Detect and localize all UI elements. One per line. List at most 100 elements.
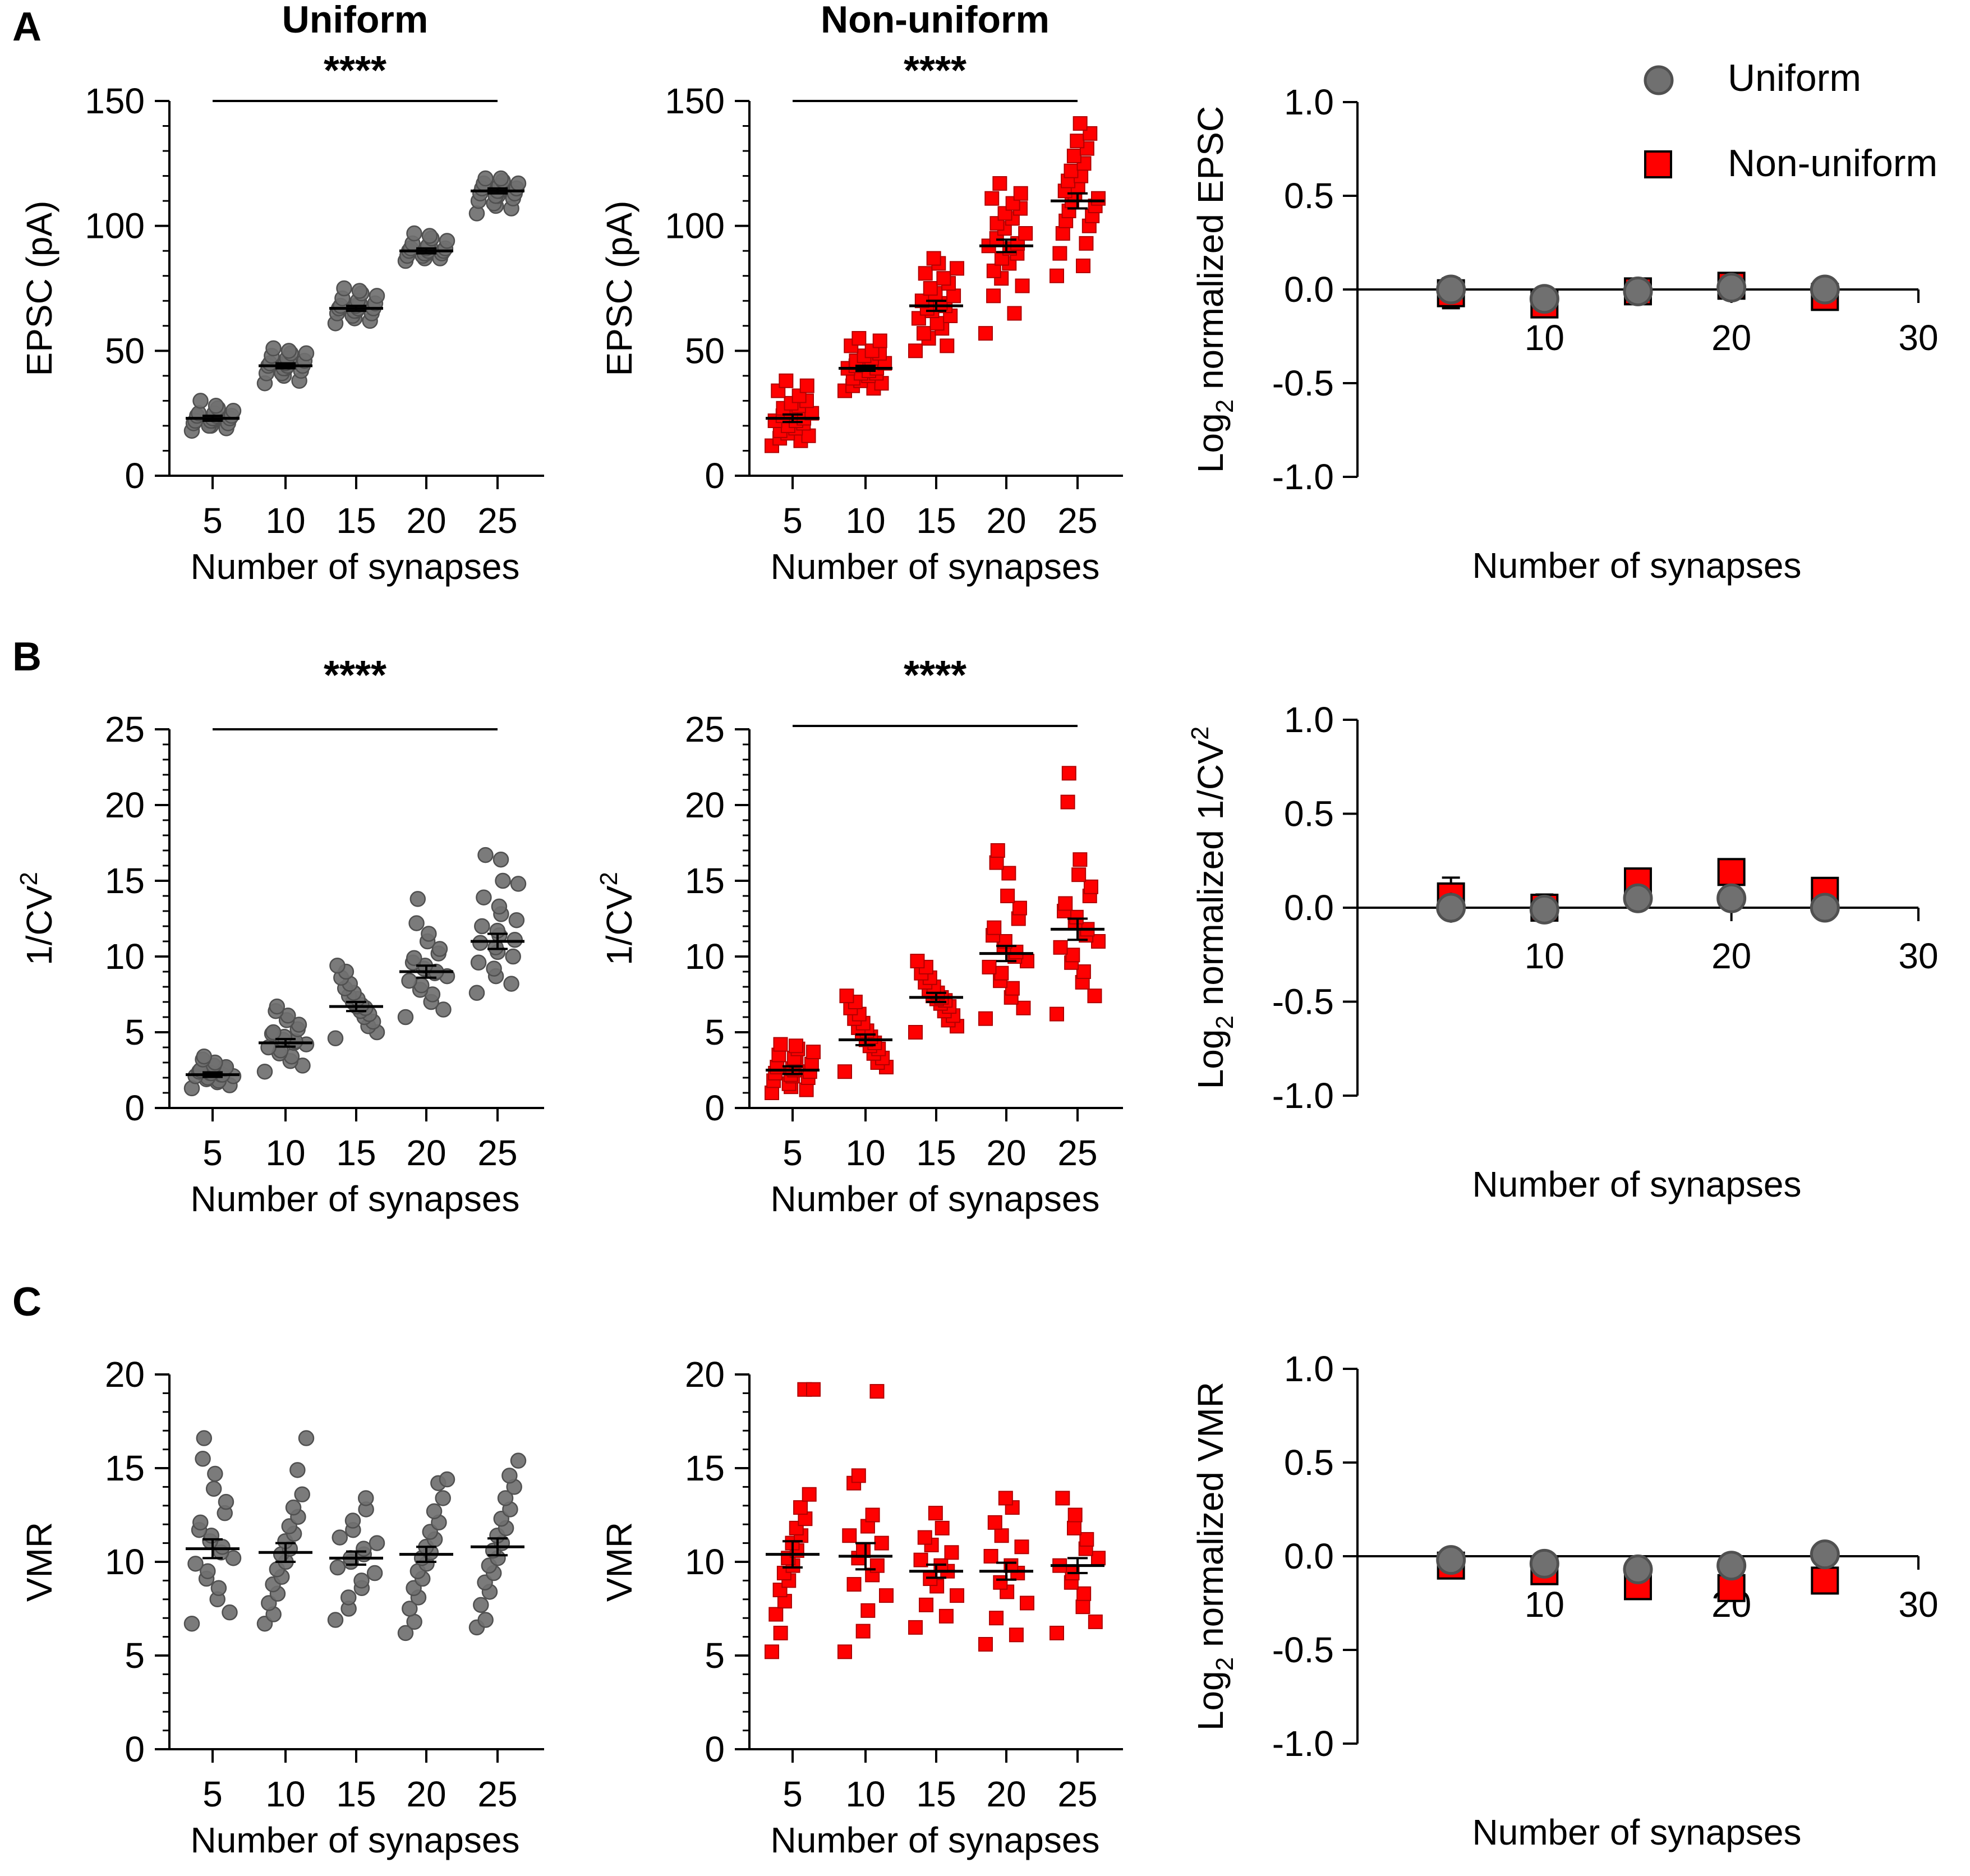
data-point: [409, 891, 426, 907]
significance-stars: ****: [904, 653, 966, 698]
x-tick-label: 15: [336, 500, 376, 541]
y-tick-label: 25: [105, 709, 145, 750]
uniform-point: [1623, 1554, 1653, 1584]
x-tick-label: 15: [916, 1133, 956, 1173]
uniform-point: [1436, 274, 1466, 305]
data-point: [406, 225, 422, 242]
data-point: [366, 1565, 383, 1581]
chart-A-nonuniform: 0 50 100 150 5 10 15 20 25 Number of synapses EPSC…: [599, 0, 1123, 587]
data-point: [986, 288, 1001, 304]
data-point: [989, 1611, 1004, 1626]
x-axis-title: Number of synapses: [191, 1820, 520, 1860]
data-point: [793, 1500, 808, 1515]
data-point: [1076, 258, 1091, 273]
data-point: [765, 1644, 779, 1659]
data-point: [978, 326, 993, 341]
data-point: [1007, 306, 1022, 321]
y-tick-label: 15: [685, 1448, 725, 1488]
data-point: [289, 1462, 306, 1478]
data-point: [779, 373, 794, 388]
data-point: [369, 288, 385, 304]
y-tick-label: 50: [105, 330, 145, 371]
data-point: [340, 1589, 357, 1606]
data-point: [1087, 988, 1102, 1004]
data-point: [1091, 934, 1106, 949]
panel-label-b: B: [12, 634, 42, 679]
y-tick-label: 15: [105, 1448, 145, 1488]
data-point: [855, 1624, 871, 1639]
data-point: [908, 343, 923, 358]
x-tick-label: 10: [845, 1774, 885, 1814]
y-tick-label: 0.0: [1284, 1536, 1334, 1576]
x-tick-label: 15: [336, 1133, 376, 1173]
data-point: [329, 1559, 346, 1576]
data-point: [195, 1451, 211, 1467]
x-tick-label: 30: [1898, 318, 1938, 358]
uniform-point: [1810, 1539, 1840, 1570]
data-point: [1009, 1627, 1024, 1643]
data-point: [358, 1490, 374, 1506]
uniform-point: [1716, 1551, 1747, 1581]
chart-A-uniform: 0 50 100 150 5 10 15 20 25 Number of synapses EPSC…: [19, 0, 544, 587]
data-point: [507, 932, 523, 948]
data-point: [1053, 940, 1068, 955]
data-point: [851, 331, 867, 346]
data-point: [986, 263, 1001, 278]
y-axis-title-rest: normalized VMR: [1190, 1382, 1231, 1657]
data-point: [468, 985, 485, 1001]
y-tick-label: 50: [685, 330, 725, 371]
data-point: [929, 316, 945, 331]
y-axis-title: Log2 normalized EPSC: [1190, 106, 1239, 473]
x-tick-label: 10: [265, 1133, 305, 1173]
data-point: [1073, 852, 1088, 867]
data-point: [327, 1030, 344, 1047]
data-point: [982, 959, 997, 974]
data-point: [1069, 909, 1084, 925]
y-tick-label: 25: [685, 709, 725, 750]
data-point: [1016, 1000, 1031, 1015]
data-point: [332, 1529, 348, 1546]
data-point: [1079, 236, 1094, 251]
data-point: [208, 398, 224, 414]
data-point: [421, 926, 437, 942]
data-point: [770, 1060, 785, 1075]
panel-labels: A B C: [12, 4, 42, 1325]
y-tick-label: 5: [125, 1012, 145, 1052]
data-point: [196, 1048, 213, 1065]
x-tick-label: 5: [202, 1774, 223, 1814]
data-point: [1067, 1507, 1083, 1523]
chart-A-log2: -1.0 -0.5 0.0 0.5 1.0 10 20 30 Number of synapse…: [1190, 82, 1939, 586]
data-point: [298, 1430, 315, 1446]
uniform-point: [1529, 284, 1559, 314]
data-point: [222, 1604, 238, 1621]
panel-label-a: A: [12, 4, 42, 49]
uniform-point: [1436, 1545, 1466, 1575]
data-point: [1071, 867, 1087, 882]
data-point: [474, 918, 490, 935]
uniform-point: [1529, 1548, 1559, 1579]
data-point: [218, 1493, 234, 1510]
data-point: [401, 972, 417, 989]
data-point: [256, 1063, 273, 1080]
data-point: [837, 1064, 852, 1079]
uniform-point: [1810, 893, 1840, 923]
data-point: [435, 1490, 451, 1506]
x-tick-label: 25: [1057, 1774, 1097, 1814]
data-point: [192, 1514, 209, 1531]
significance-stars: ****: [324, 653, 386, 698]
x-tick-label: 15: [916, 1774, 956, 1814]
x-tick-label: 25: [477, 1774, 517, 1814]
data-point: [992, 176, 1007, 191]
data-point: [938, 1608, 954, 1624]
data-point: [984, 191, 1000, 206]
data-point: [839, 988, 854, 1004]
data-point: [1083, 879, 1098, 894]
data-point: [1064, 163, 1079, 178]
chart-C-uniform: 0 5 10 15 20 5 10 15 20 25 Number of synapses VMR: [19, 1354, 544, 1860]
data-point: [1066, 148, 1081, 163]
data-point: [978, 1011, 993, 1026]
x-tick-label: 30: [1898, 1584, 1938, 1625]
y-axis-title: VMR: [599, 1522, 639, 1602]
